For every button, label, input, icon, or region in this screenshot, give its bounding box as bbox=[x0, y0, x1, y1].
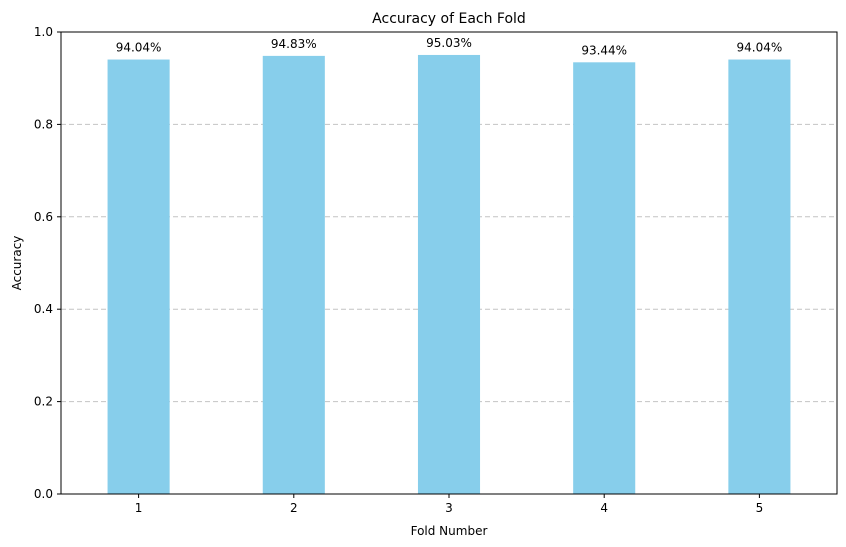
data-label: 94.83% bbox=[271, 37, 317, 51]
bar bbox=[573, 62, 636, 495]
y-tick-label: 0.6 bbox=[34, 210, 53, 224]
y-tick-label: 1.0 bbox=[34, 25, 53, 39]
y-tick-label: 0.8 bbox=[34, 117, 53, 131]
bar bbox=[107, 59, 170, 495]
bar bbox=[728, 59, 791, 495]
chart-title: Accuracy of Each Fold bbox=[372, 11, 526, 27]
y-tick-label: 0.0 bbox=[34, 487, 53, 501]
x-tick-label: 2 bbox=[290, 501, 298, 515]
y-axis-label: Accuracy bbox=[10, 236, 24, 291]
bar bbox=[262, 55, 325, 494]
bar bbox=[417, 54, 481, 495]
y-tick-label: 0.2 bbox=[34, 395, 53, 409]
data-label: 95.03% bbox=[426, 36, 472, 50]
x-tick-label: 4 bbox=[600, 501, 608, 515]
x-tick-label: 1 bbox=[135, 501, 143, 515]
x-axis-label: Fold Number bbox=[411, 524, 488, 538]
y-tick-label: 0.4 bbox=[34, 302, 53, 316]
data-label: 94.04% bbox=[116, 41, 162, 55]
x-axis-ticks: 1 2 3 4 5 bbox=[135, 494, 763, 515]
x-tick-label: 3 bbox=[445, 501, 453, 515]
y-axis-ticks: 0.0 0.2 0.4 0.6 0.8 1.0 bbox=[34, 25, 61, 501]
x-tick-label: 5 bbox=[756, 501, 764, 515]
data-labels: 94.04% 94.83% 95.03% 93.44% 94.04% bbox=[116, 36, 783, 57]
data-label: 93.44% bbox=[581, 43, 627, 57]
bars bbox=[107, 54, 791, 495]
data-label: 94.04% bbox=[737, 41, 783, 55]
